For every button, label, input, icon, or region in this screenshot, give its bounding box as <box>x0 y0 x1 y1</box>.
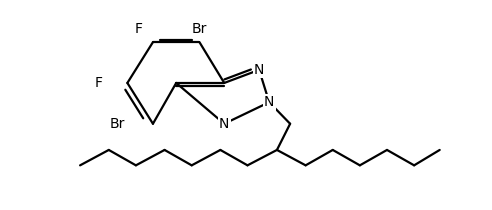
Text: N: N <box>264 95 275 109</box>
Text: Br: Br <box>192 22 207 36</box>
Text: Br: Br <box>110 117 125 131</box>
Text: N: N <box>219 117 229 131</box>
Text: F: F <box>94 76 103 90</box>
Text: F: F <box>135 22 143 36</box>
Text: N: N <box>254 63 264 77</box>
